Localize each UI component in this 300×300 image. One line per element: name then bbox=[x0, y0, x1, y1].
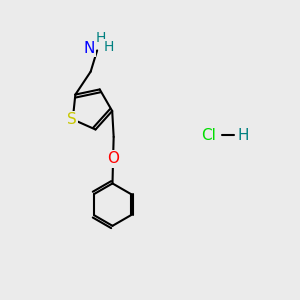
Text: O: O bbox=[107, 152, 119, 166]
Text: S: S bbox=[67, 112, 77, 127]
Text: H: H bbox=[103, 40, 113, 54]
Text: Cl: Cl bbox=[202, 128, 216, 143]
Text: N: N bbox=[83, 40, 94, 56]
Text: H: H bbox=[95, 31, 106, 45]
Text: H: H bbox=[237, 128, 248, 143]
